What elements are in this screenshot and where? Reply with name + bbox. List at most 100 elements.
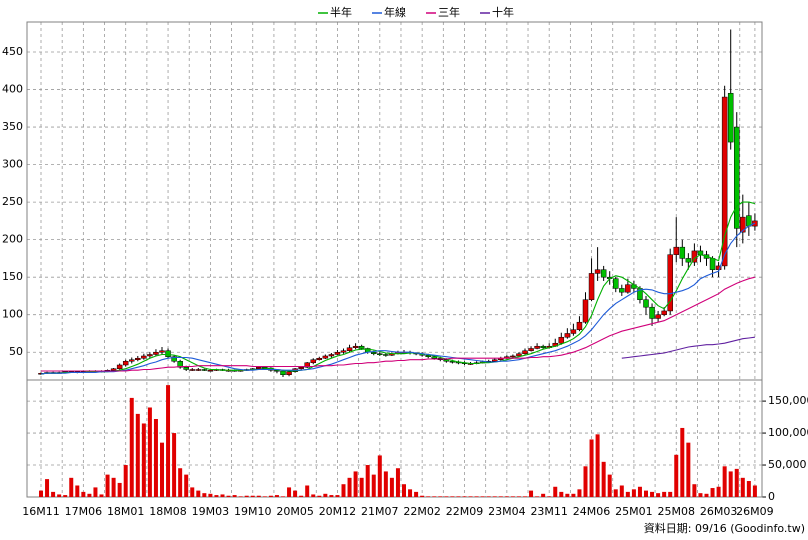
- volume-bar: [504, 496, 509, 497]
- volume-bar: [39, 490, 43, 497]
- volume-bar: [710, 488, 715, 497]
- volume-bar: [686, 442, 691, 497]
- volume-bar: [583, 466, 588, 497]
- candle-body: [661, 310, 667, 315]
- volume-bar: [365, 465, 370, 497]
- volume-bar: [287, 487, 292, 497]
- ma-line: [40, 222, 756, 375]
- volume-bar: [631, 489, 636, 497]
- x-tick-label: 18M08: [149, 505, 187, 518]
- volume-bar: [571, 493, 576, 497]
- volume-bar: [692, 484, 697, 497]
- candle-body: [147, 354, 153, 357]
- x-tick-label: 25M08: [658, 505, 696, 518]
- x-tick-label: 20M12: [319, 505, 357, 518]
- candle-body: [274, 369, 280, 372]
- volume-bar: [535, 496, 540, 497]
- volume-bar: [619, 485, 624, 497]
- volume-bar: [728, 471, 733, 497]
- candle-body: [746, 215, 752, 227]
- candle-body: [310, 359, 316, 363]
- x-tick-label: 22M09: [446, 505, 484, 518]
- volume-bar: [674, 454, 679, 497]
- x-tick-label: 16M11: [22, 505, 60, 518]
- volume-bar: [347, 477, 352, 497]
- candle-body: [383, 354, 389, 356]
- volume-bar: [45, 479, 50, 497]
- volume-bar: [268, 495, 273, 497]
- volume-bar: [486, 496, 491, 497]
- volume-bar: [662, 491, 667, 497]
- candle-body: [564, 333, 571, 338]
- x-tick-label: 20M05: [276, 505, 314, 518]
- volume-bar: [625, 491, 630, 497]
- volume-bar: [51, 491, 56, 497]
- volume-bar: [153, 419, 158, 497]
- x-tick-label: 22M02: [403, 505, 441, 518]
- candle-body: [721, 96, 728, 267]
- volume-bar: [383, 471, 388, 497]
- candle-body: [570, 329, 577, 334]
- volume-bar: [752, 485, 757, 497]
- volume-bar: [595, 434, 600, 497]
- volume-bar: [99, 494, 104, 497]
- candle-body: [619, 288, 625, 293]
- volume-bar: [402, 484, 406, 497]
- volume-bar: [69, 477, 74, 497]
- y-tick-label: 300: [2, 158, 23, 171]
- x-tick-label: 23M11: [530, 505, 568, 518]
- volume-bar: [389, 477, 394, 497]
- volume-bar: [256, 495, 261, 497]
- candle-body: [534, 345, 540, 349]
- volume-bar: [93, 487, 98, 497]
- candle-body: [298, 366, 304, 369]
- volume-bar: [468, 496, 473, 497]
- candle-body: [431, 356, 437, 359]
- candle-body: [655, 314, 661, 319]
- volume-bar: [202, 493, 207, 497]
- volume-bar: [208, 493, 213, 497]
- candle-body: [165, 350, 171, 357]
- y2-tick-label: 0: [768, 490, 775, 503]
- volume-bar: [341, 484, 346, 497]
- volume-bar: [698, 493, 703, 497]
- legend-label: 年線: [384, 5, 406, 19]
- volume-bar: [426, 496, 431, 497]
- candle-body: [600, 269, 607, 278]
- legend-label: 半年: [330, 5, 352, 19]
- y-tick-label: 400: [2, 83, 23, 96]
- candle-body: [667, 254, 673, 312]
- volume-bar: [420, 495, 425, 497]
- x-tick-label: 21M07: [361, 505, 399, 518]
- volume-bar: [323, 493, 328, 497]
- volume-bar: [559, 491, 564, 497]
- volume-bar: [214, 495, 219, 497]
- candle-body: [328, 354, 335, 357]
- volume-bar: [329, 495, 334, 497]
- volume-bar: [317, 495, 322, 497]
- plot-frame: [26, 21, 763, 498]
- candle-body: [304, 362, 310, 368]
- volume-bar: [680, 427, 685, 497]
- volume-bar: [577, 489, 582, 497]
- candle-body: [492, 359, 498, 362]
- candle-body: [352, 345, 359, 348]
- volume-bar: [746, 481, 751, 497]
- volume-bar: [480, 496, 485, 497]
- volume-bar: [432, 496, 437, 497]
- candle-body: [516, 353, 522, 357]
- candle-body: [110, 368, 117, 371]
- candle-body: [262, 366, 268, 369]
- volume-bar: [377, 455, 382, 497]
- volume-bar: [305, 485, 310, 497]
- volume-bar: [456, 496, 461, 497]
- y-tick-label: 100: [2, 308, 23, 321]
- volume-bar: [541, 493, 546, 497]
- y2-tick-label: 50,000: [768, 458, 807, 471]
- x-tick-label: 26M09: [736, 505, 774, 518]
- candle-body: [540, 345, 546, 348]
- candle-body: [649, 306, 655, 319]
- volume-bar: [105, 474, 110, 497]
- volume-bar: [172, 433, 177, 497]
